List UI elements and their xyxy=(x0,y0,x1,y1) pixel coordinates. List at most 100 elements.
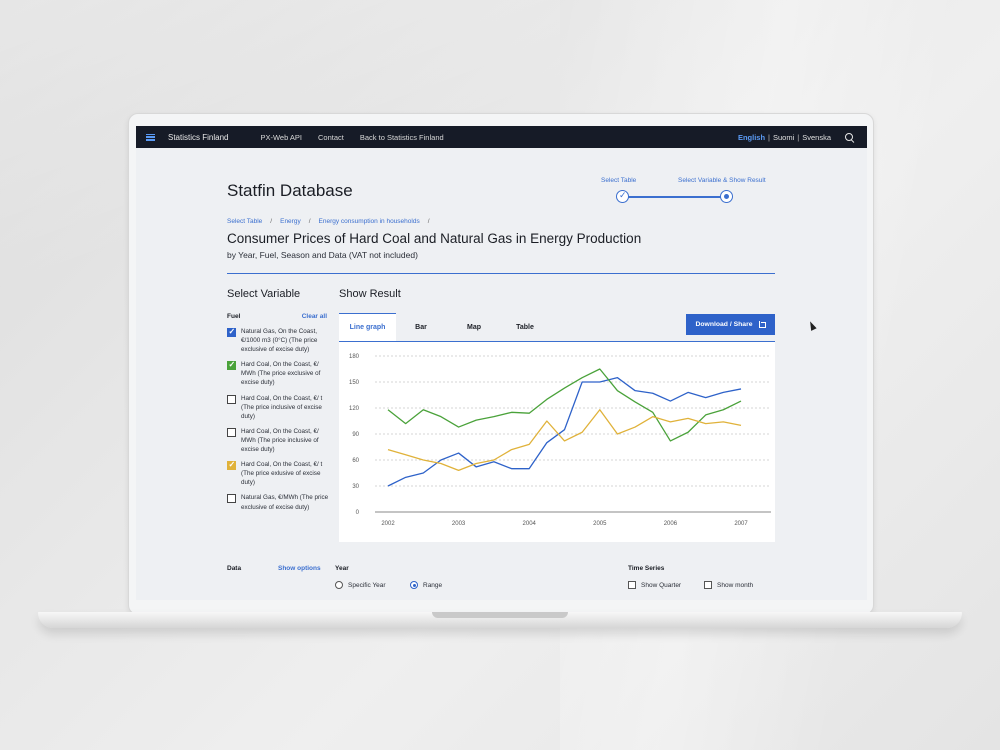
radio-range[interactable]: Range xyxy=(410,581,442,589)
select-variable-heading: Select Variable xyxy=(227,288,301,300)
brand-name[interactable]: Statistics Finland xyxy=(168,132,229,142)
fuel-header: Fuel Clear all xyxy=(227,313,327,320)
step-current-icon xyxy=(720,190,733,203)
result-tabs: Line graph Bar Map Table xyxy=(339,313,775,341)
series-line[interactable] xyxy=(387,368,742,442)
x-tick-label: 2007 xyxy=(734,521,748,527)
y-tick-label: 120 xyxy=(349,406,360,412)
y-tick-label: 60 xyxy=(352,458,359,464)
tab-table[interactable]: Table xyxy=(516,323,534,331)
tab-bar[interactable]: Bar xyxy=(415,323,427,331)
share-chart-icon xyxy=(758,321,766,328)
breadcrumb-energy[interactable]: Energy xyxy=(280,218,301,225)
lang-swedish[interactable]: Svenska xyxy=(802,132,831,142)
x-tick-label: 2006 xyxy=(664,521,678,527)
breadcrumb-energy-consumption[interactable]: Energy consumption in households xyxy=(318,218,420,225)
tab-map[interactable]: Map xyxy=(467,323,481,331)
table-title: Consumer Prices of Hard Coal and Natural… xyxy=(227,231,642,246)
y-tick-label: 90 xyxy=(352,432,359,438)
series-line[interactable] xyxy=(387,409,742,472)
checkbox[interactable] xyxy=(227,427,236,437)
checkbox-checked[interactable] xyxy=(227,327,236,337)
lang-finnish[interactable]: Suomi xyxy=(773,132,795,142)
y-tick-label: 180 xyxy=(349,354,360,360)
fuel-option-label: Hard Coal, On the Coast, €/ t (The price… xyxy=(241,461,323,487)
lang-english[interactable]: English xyxy=(737,132,766,142)
nav-link-api[interactable]: PX-Web API xyxy=(260,132,303,142)
y-tick-label: 150 xyxy=(349,380,360,386)
x-tick-label: 2002 xyxy=(381,521,395,527)
laptop-notch xyxy=(432,612,568,618)
radio-button[interactable] xyxy=(335,581,343,589)
top-navigation: Statistics Finland PX-Web API Contact Ba… xyxy=(136,126,867,148)
checkbox[interactable] xyxy=(704,581,712,589)
lang-separator: | xyxy=(797,132,800,142)
x-tick-label: 2004 xyxy=(523,521,537,527)
nav-link-back[interactable]: Back to Statistics Finland xyxy=(359,132,444,142)
checkbox[interactable] xyxy=(227,394,236,404)
show-result-heading: Show Result xyxy=(339,288,401,300)
checkbox-show-month[interactable]: Show month xyxy=(704,581,753,589)
data-label: Data xyxy=(227,565,242,572)
x-tick-label: 2005 xyxy=(593,521,607,527)
checkbox[interactable] xyxy=(628,581,636,589)
table-subtitle: by Year, Fuel, Season and Data (VAT not … xyxy=(227,250,418,260)
fuel-label: Fuel xyxy=(227,313,241,320)
fuel-option[interactable]: Hard Coal, On the Coast, €/ MWh (The pri… xyxy=(227,360,329,387)
step-done-icon[interactable] xyxy=(616,190,629,203)
fuel-option[interactable]: Hard Coal, On the Coast, €/ t (The price… xyxy=(227,394,329,421)
radio-label: Specific Year xyxy=(348,581,386,589)
tab-line-graph[interactable]: Line graph xyxy=(339,313,396,341)
language-switcher: English | Suomi | Svenska xyxy=(738,133,853,142)
fuel-option[interactable]: Natural Gas, €/MWh (The price exclusive … xyxy=(227,493,329,511)
fuel-option[interactable]: Hard Coal, On the Coast, €/ t (The price… xyxy=(227,460,329,487)
page-title: Statfin Database xyxy=(227,181,353,200)
fuel-option-label: Natural Gas, On the Coast, €/1000 m3 (0°… xyxy=(241,328,318,354)
x-tick-label: 2003 xyxy=(452,521,466,527)
line-chart: 0 30 60 90 120 150 180 2002 2003 2004 2005 2006 2007 xyxy=(339,342,775,542)
fuel-option-label: Hard Coal, On the Coast, €/ MWh (The pri… xyxy=(241,361,321,387)
breadcrumb-separator: / xyxy=(270,218,273,225)
fuel-option[interactable]: Hard Coal, On the Coast, €/ MWh (The pri… xyxy=(227,427,329,454)
title-divider xyxy=(227,273,775,275)
y-tick-label: 0 xyxy=(356,510,360,516)
breadcrumb-select-table[interactable]: Select Table xyxy=(227,218,263,225)
fuel-option[interactable]: Natural Gas, On the Coast, €/1000 m3 (0°… xyxy=(227,327,329,354)
fuel-checkbox-list: Natural Gas, On the Coast, €/1000 m3 (0°… xyxy=(227,327,329,518)
tabs-underline xyxy=(339,341,775,343)
time-series-label: Time Series xyxy=(628,565,665,572)
breadcrumb: Select Table / Energy / Energy consumption i… xyxy=(227,218,438,225)
show-options-link[interactable]: Show options xyxy=(278,565,321,572)
checkbox-label: Show month xyxy=(717,581,754,589)
laptop-base xyxy=(38,612,962,628)
y-tick-label: 30 xyxy=(352,484,359,490)
checkbox-show-quarter[interactable]: Show Quarter xyxy=(628,581,681,589)
line-chart-svg: 0 30 60 90 120 150 180 2002 2003 2004 2005 2006 2007 xyxy=(349,354,771,527)
laptop-screen: Statistics Finland PX-Web API Contact Ba… xyxy=(136,126,867,600)
radio-button-selected[interactable] xyxy=(410,581,418,589)
hamburger-menu-icon[interactable] xyxy=(146,133,155,141)
step-label-show-result: Select Variable & Show Result xyxy=(678,177,766,184)
checkbox[interactable] xyxy=(227,494,236,504)
series-line[interactable] xyxy=(387,377,742,487)
clear-all-link[interactable]: Clear all xyxy=(301,313,327,320)
step-label-select-table[interactable]: Select Table xyxy=(601,177,637,184)
year-label: Year xyxy=(335,565,349,572)
breadcrumb-separator: / xyxy=(427,218,430,225)
fuel-option-label: Hard Coal, On the Coast, €/ MWh (The pri… xyxy=(241,427,319,454)
lang-separator: | xyxy=(768,132,770,142)
fuel-option-label: Hard Coal, On the Coast, €/ t (The price… xyxy=(241,394,323,420)
progress-steps: Select Table Select Variable & Show Resu… xyxy=(591,174,791,214)
radio-specific-year[interactable]: Specific Year xyxy=(335,581,386,589)
search-icon[interactable] xyxy=(845,133,853,141)
download-share-label: Download / Share xyxy=(695,321,753,328)
checkbox-checked[interactable] xyxy=(227,460,236,471)
step-connector xyxy=(623,196,727,198)
checkbox-label: Show Quarter xyxy=(641,581,682,589)
nav-link-contact[interactable]: Contact xyxy=(318,132,344,142)
fuel-option-label: Natural Gas, €/MWh (The price exclusive … xyxy=(241,494,329,511)
download-share-button[interactable]: Download / Share xyxy=(686,314,775,335)
radio-label: Range xyxy=(423,581,443,589)
checkbox-checked[interactable] xyxy=(227,360,236,371)
breadcrumb-separator: / xyxy=(308,218,311,225)
